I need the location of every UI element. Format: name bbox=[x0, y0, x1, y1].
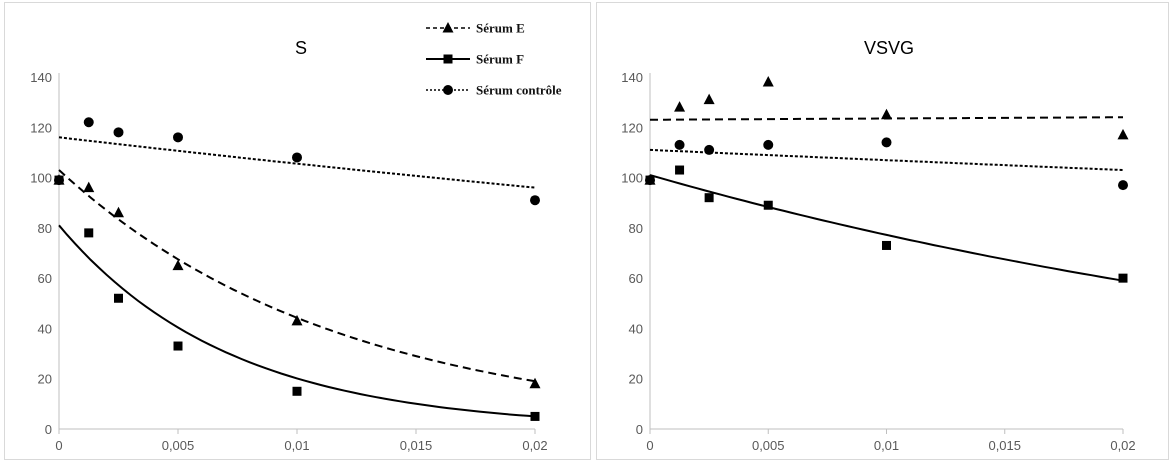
chart-s-point-square bbox=[292, 386, 302, 396]
chart-s-point-triangle bbox=[172, 259, 184, 271]
chart-s-y-tick-label: 0 bbox=[45, 422, 52, 437]
chart-s-x-tick-label: 0,015 bbox=[400, 438, 433, 453]
chart-vsvg-point-triangle bbox=[881, 108, 892, 120]
chart-s-point-circle bbox=[54, 175, 64, 186]
chart-vsvg-y-tick-label: 80 bbox=[629, 221, 643, 236]
chart-s-trendline-0 bbox=[58, 169, 536, 383]
chart-vsvg-title: VSVG bbox=[864, 38, 914, 58]
chart-vsvg-x-tick-label: 0,005 bbox=[752, 438, 785, 453]
chart-s-series-0 bbox=[53, 174, 541, 389]
chart-vsvg-point-triangle bbox=[674, 101, 686, 112]
chart-vsvg-point-triangle bbox=[703, 93, 715, 105]
chart-s-y-tick-label: 40 bbox=[38, 321, 52, 336]
chart-vsvg-x-tick-label: 0 bbox=[646, 438, 653, 453]
chart-s-series-2 bbox=[54, 117, 540, 206]
chart-vsvg-trendline-2 bbox=[649, 148, 1124, 171]
chart-legend: Sérum E Sérum F Sérum contrôle bbox=[420, 14, 588, 104]
chart-vsvg-point-square bbox=[882, 240, 891, 250]
chart-s-point-triangle bbox=[83, 181, 95, 193]
chart-s-point-circle bbox=[83, 117, 94, 128]
legend-label: Sérum contrôle bbox=[476, 83, 562, 98]
chart-vsvg-y-tick-label: 140 bbox=[621, 70, 643, 85]
chart-vsvg-series-2 bbox=[645, 137, 1128, 191]
chart-vsvg-point-circle bbox=[881, 137, 892, 148]
chart-vsvg-point-circle bbox=[763, 139, 774, 150]
chart-s-trendline-1 bbox=[58, 224, 536, 418]
chart-vsvg-point-square bbox=[1118, 273, 1128, 283]
legend-marker-square bbox=[443, 54, 453, 64]
chart-vsvg-point-square bbox=[704, 193, 714, 203]
chart-vsvg-point-circle bbox=[704, 144, 715, 155]
chart-s-point-square bbox=[530, 411, 540, 421]
chart-s-y-tick-label: 80 bbox=[38, 221, 52, 236]
chart-vsvg-x-tick-label: 0,01 bbox=[874, 438, 899, 453]
chart-vsvg-point-circle bbox=[674, 139, 685, 150]
chart-s-point-circle bbox=[530, 195, 540, 206]
chart-vsvg-point-circle bbox=[1118, 180, 1128, 191]
chart-s-y-tick-label: 140 bbox=[30, 70, 52, 85]
chart-vsvg-point-square bbox=[675, 165, 685, 175]
legend-label: Sérum F bbox=[476, 52, 524, 67]
chart-s-x-tick-label: 0 bbox=[55, 438, 62, 453]
chart-s-y-tick-label: 60 bbox=[38, 271, 52, 286]
chart-s-point-circle bbox=[113, 127, 124, 138]
chart-s-point-circle bbox=[173, 132, 183, 143]
chart-s-point-triangle bbox=[529, 377, 541, 389]
chart-s-y-tick-label: 20 bbox=[38, 372, 52, 387]
chart-vsvg-x-tick-label: 0,015 bbox=[988, 438, 1021, 453]
chart-s-point-circle bbox=[292, 152, 302, 163]
chart-vsvg-series-0 bbox=[644, 76, 1129, 185]
chart-s-y-tick-label: 100 bbox=[30, 171, 52, 186]
chart-s-title: S bbox=[295, 38, 307, 58]
chart-s-point-square bbox=[173, 341, 183, 351]
chart-vsvg-point-triangle bbox=[762, 76, 774, 87]
chart-vsvg-x-tick-label: 0,02 bbox=[1110, 438, 1135, 453]
chart-vsvg-series-1 bbox=[645, 165, 1128, 283]
chart-panel-vsvg: VSVG 0 20 40 60 80 100 120 140 0 0,005 0,01 0,015 0,0… bbox=[596, 2, 1169, 460]
chart-s-x-tick-label: 0,02 bbox=[522, 438, 547, 453]
chart-vsvg-trendline-1 bbox=[649, 174, 1124, 282]
chart-vsvg-y-tick-label: 20 bbox=[629, 372, 643, 387]
chart-s-x-tick-label: 0,005 bbox=[162, 438, 195, 453]
chart-s-point-square bbox=[114, 293, 123, 303]
legend-label: Sérum E bbox=[476, 21, 525, 36]
legend-marker-circle bbox=[443, 85, 453, 95]
chart-s-svg: S 0 20 40 60 80 100 120 140 0 0,005 0,01 0,015 0,02 bbox=[30, 38, 547, 453]
chart-s-point-triangle bbox=[113, 206, 124, 218]
chart-vsvg-y-tick-label: 0 bbox=[636, 422, 643, 437]
chart-vsvg-svg: VSVG 0 20 40 60 80 100 120 140 0 0,005 0,01 0,015 0,0… bbox=[621, 38, 1135, 453]
chart-s-x-tick-label: 0,01 bbox=[284, 438, 309, 453]
chart-vsvg-point-triangle bbox=[1117, 128, 1129, 140]
chart-vsvg-point-circle bbox=[645, 175, 655, 186]
chart-s-point-triangle bbox=[291, 314, 303, 326]
chart-vsvg-y-tick-label: 60 bbox=[629, 271, 643, 286]
legend-marker-triangle bbox=[442, 22, 454, 33]
chart-vsvg-y-tick-label: 120 bbox=[621, 120, 643, 135]
chart-vsvg-y-tick-label: 100 bbox=[621, 171, 643, 186]
chart-s-series-1 bbox=[54, 175, 540, 421]
chart-s-point-square bbox=[84, 228, 94, 238]
chart-vsvg-y-tick-label: 40 bbox=[629, 321, 643, 336]
chart-s-y-tick-label: 120 bbox=[30, 120, 52, 135]
legend-svg: Sérum E Sérum F Sérum contrôle bbox=[426, 21, 562, 98]
chart-vsvg-point-square bbox=[763, 200, 773, 210]
